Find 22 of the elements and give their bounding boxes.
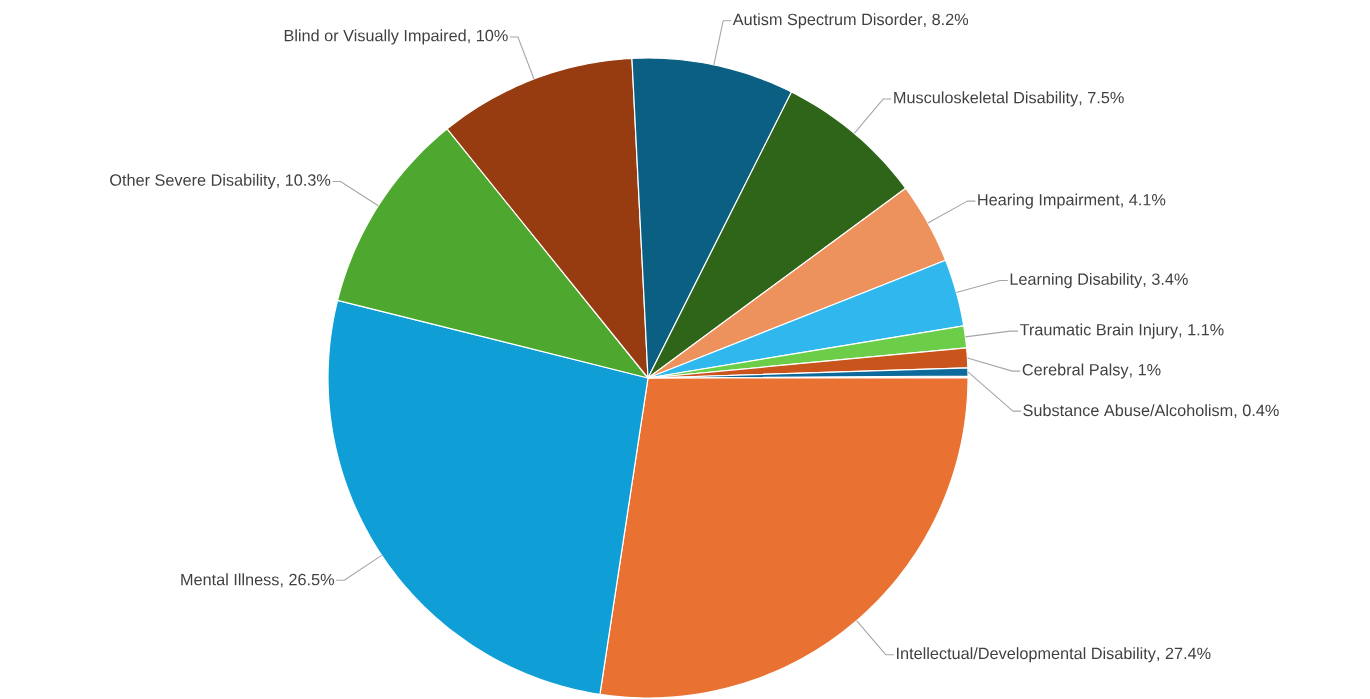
slice-label: Learning Disability [1010,273,1143,289]
data-label: , 26.5% [280,574,335,588]
slice-label: Other Severe Disability [110,174,276,190]
data-label: , 3.4% [1143,273,1188,288]
slice-label: Musculoskeletal Disability [894,91,1079,107]
data-label: , 10.3% [277,174,331,188]
data-label: , 7.5% [1079,92,1124,106]
slice-label: Cerebral Palsy [1022,363,1129,379]
slice-label: Intellectual/Developmental Disability [897,647,1156,663]
data-label: , 10% [468,30,508,44]
data-label: , 8.2% [924,13,969,28]
data-label: , 27.4% [1157,647,1211,662]
slice-label: Traumatic Brain Injury [1019,323,1179,339]
data-label: , 1% [1130,364,1161,378]
slice-label: Mental Illness [181,573,279,586]
slice-label: Blind or Visually Impaired [284,29,466,45]
slice-label: Substance Abuse/Alcoholism [1023,404,1233,417]
slice-label: Autism Spectrum Disorder [732,13,923,29]
slice-label: Hearing Impairment [978,193,1120,209]
data-label: , 1.1% [1179,324,1224,338]
data-label: , 0.4% [1234,404,1279,419]
data-label: , 4.1% [1121,194,1166,208]
